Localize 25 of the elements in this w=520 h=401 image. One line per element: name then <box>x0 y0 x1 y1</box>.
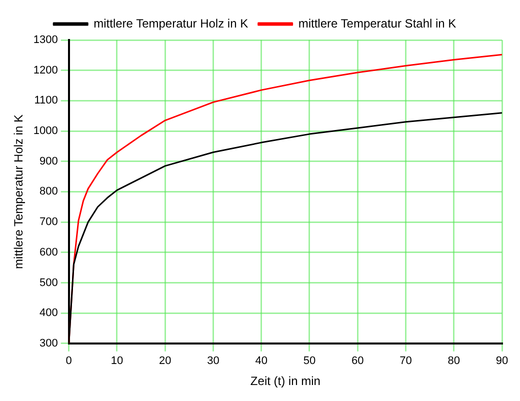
x-tick-label: 60 <box>352 355 364 368</box>
y-tick-label: 400 <box>40 307 58 320</box>
x-axis-title: Zeit (t) in min <box>250 374 320 388</box>
x-tick-label: 70 <box>400 355 412 368</box>
x-tick-label: 80 <box>448 355 460 368</box>
x-tick-label: 30 <box>207 355 220 368</box>
x-tick-label: 0 <box>66 355 72 368</box>
y-tick-label: 800 <box>40 186 58 198</box>
y-tick-label: 1100 <box>34 94 58 107</box>
x-tick-label: 50 <box>303 355 316 368</box>
x-tick-label: 10 <box>110 355 124 368</box>
y-axis-title: mittlere Temperatur Holz in K <box>12 114 26 269</box>
y-tick-label: 900 <box>40 155 58 168</box>
y-tick-label: 1000 <box>33 125 58 138</box>
legend-label: mittlere Temperatur Stahl in K <box>298 16 456 30</box>
x-tick-label: 20 <box>158 355 172 368</box>
x-tick-label: 40 <box>255 355 268 368</box>
x-tick-label: 90 <box>496 355 508 368</box>
y-tick-label: 700 <box>40 216 58 228</box>
y-tick-label: 600 <box>40 246 58 258</box>
y-tick-label: 1200 <box>33 64 58 76</box>
legend-label: mittlere Temperatur Holz in K <box>94 16 248 30</box>
y-tick-label: 300 <box>40 337 58 350</box>
y-tick-label: 1300 <box>33 34 58 46</box>
y-tick-label: 500 <box>40 276 58 289</box>
